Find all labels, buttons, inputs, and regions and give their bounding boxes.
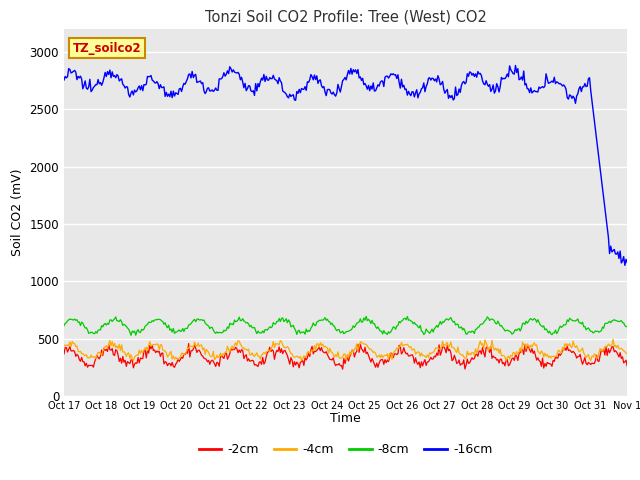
X-axis label: Time: Time xyxy=(330,412,361,425)
Y-axis label: Soil CO2 (mV): Soil CO2 (mV) xyxy=(11,168,24,256)
Legend: -2cm, -4cm, -8cm, -16cm: -2cm, -4cm, -8cm, -16cm xyxy=(194,438,498,461)
Title: Tonzi Soil CO2 Profile: Tree (West) CO2: Tonzi Soil CO2 Profile: Tree (West) CO2 xyxy=(205,10,486,25)
Text: TZ_soilco2: TZ_soilco2 xyxy=(72,42,141,55)
